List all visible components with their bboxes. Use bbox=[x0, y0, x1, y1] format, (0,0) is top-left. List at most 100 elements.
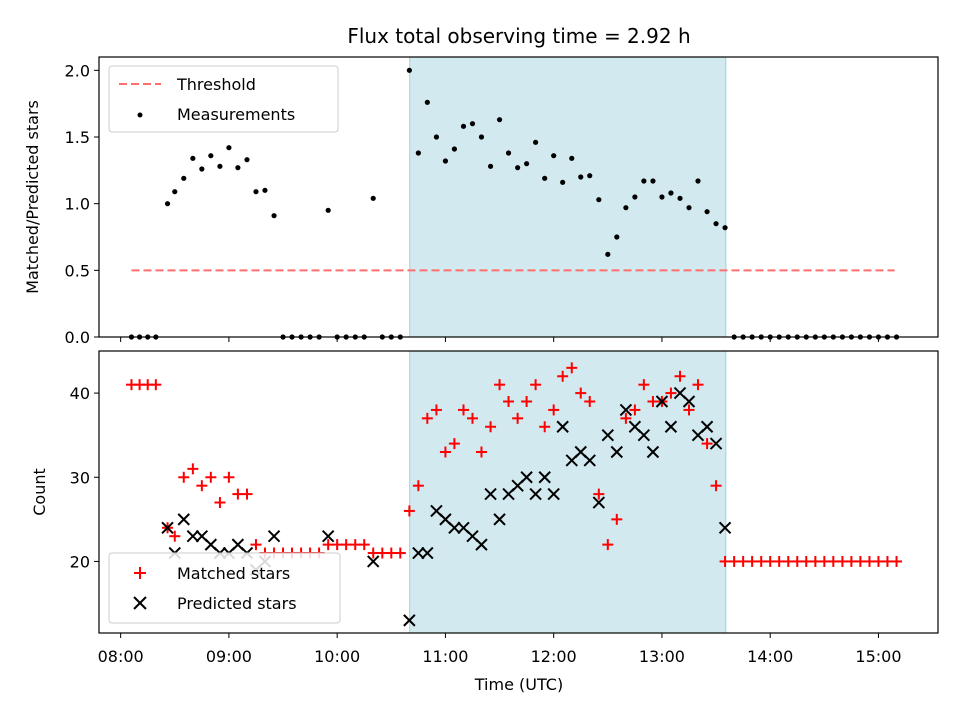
measurement-point bbox=[551, 153, 557, 159]
measurement-point bbox=[542, 175, 548, 181]
bottom-x-tick-label: 09:00 bbox=[206, 647, 252, 666]
matched-star-point bbox=[584, 396, 596, 408]
measurement-point bbox=[515, 165, 521, 171]
measurement-point bbox=[668, 190, 674, 196]
matched-legend-label: Matched stars bbox=[177, 564, 290, 583]
top-panel: 0.00.51.01.52.0 Matched/Predicted stars … bbox=[23, 56, 939, 347]
top-legend-box bbox=[108, 65, 339, 133]
measurement-point bbox=[325, 207, 331, 213]
measurement-point bbox=[469, 121, 476, 127]
top-y-tick-label: 2.0 bbox=[65, 61, 90, 80]
measurement-point bbox=[235, 165, 241, 171]
measurement-point bbox=[199, 166, 205, 172]
measurement-point bbox=[587, 173, 593, 179]
measurement-point bbox=[164, 201, 171, 207]
matched-star-point bbox=[611, 513, 623, 525]
top-x-ticks bbox=[120, 337, 879, 342]
matched-star-point bbox=[223, 471, 235, 483]
matched-star-point bbox=[503, 396, 515, 408]
measurement-point bbox=[370, 195, 376, 201]
matched-star-point bbox=[169, 530, 181, 542]
measurement-point bbox=[415, 150, 421, 156]
measurement-point bbox=[722, 225, 728, 231]
top-shaded-window bbox=[409, 56, 727, 338]
top-y-tick-label: 1.5 bbox=[65, 128, 90, 147]
matched-star-point bbox=[475, 446, 487, 458]
predicted-star-point bbox=[520, 471, 533, 484]
matched-star-point bbox=[548, 404, 560, 416]
matched-star-point bbox=[421, 412, 433, 424]
matched-star-point bbox=[620, 412, 632, 424]
bottom-x-tick-label: 11:00 bbox=[422, 647, 468, 666]
matched-star-point bbox=[674, 370, 686, 382]
bottom-panel: 20 30 40 08:00 09:00 10:00 11:00 12:00 13:00 14:… bbox=[30, 350, 939, 694]
measurement-point bbox=[190, 155, 196, 161]
x-axis-label: Time (UTC) bbox=[474, 675, 563, 694]
predicted-star-point bbox=[556, 420, 569, 433]
bottom-y-tick-label: 40 bbox=[70, 384, 90, 403]
predicted-star-point bbox=[592, 496, 606, 509]
predicted-star-point bbox=[709, 437, 723, 450]
measurement-point bbox=[406, 67, 412, 73]
bottom-shaded-window bbox=[409, 350, 727, 634]
matched-star-point bbox=[665, 387, 677, 399]
predicted-star-point bbox=[538, 471, 551, 484]
predicted-star-point bbox=[367, 555, 380, 568]
bottom-x-tick-label: 12:00 bbox=[531, 647, 577, 666]
measurement-point bbox=[524, 161, 530, 167]
matched-star-point bbox=[250, 539, 262, 551]
predicted-star-point bbox=[718, 521, 732, 534]
top-y-tick-label: 0.0 bbox=[65, 328, 90, 347]
bottom-x-tick-label: 10:00 bbox=[314, 647, 360, 666]
predicted-star-point bbox=[601, 428, 615, 442]
measurement-point bbox=[172, 189, 178, 195]
measurement-point bbox=[424, 99, 430, 105]
predicted-star-point bbox=[177, 513, 190, 526]
predicted-star-point bbox=[403, 614, 416, 627]
measurements-legend-label: Measurements bbox=[177, 105, 295, 124]
measurement-point bbox=[244, 157, 250, 163]
measurement-point bbox=[686, 205, 692, 211]
predicted-star-point bbox=[421, 546, 434, 560]
measurement-point bbox=[632, 194, 638, 200]
matched-star-point bbox=[241, 488, 253, 500]
measurement-point bbox=[181, 175, 187, 181]
bottom-x-tick-label: 13:00 bbox=[639, 647, 685, 666]
matched-star-point bbox=[196, 480, 208, 492]
bottom-x-tick-label: 14:00 bbox=[747, 647, 793, 666]
top-measurement-points bbox=[128, 67, 900, 340]
bottom-y-tick-label: 20 bbox=[70, 552, 90, 571]
measurement-point bbox=[605, 251, 611, 257]
measurement-point bbox=[650, 178, 656, 184]
measurement-point bbox=[623, 205, 629, 211]
measurement-point bbox=[560, 179, 566, 185]
measurement-point bbox=[460, 123, 467, 129]
matched-star-point bbox=[187, 463, 199, 475]
bottom-legend: Matched stars Predicted stars bbox=[108, 552, 341, 624]
chart-title: Flux total observing time = 2.92 h bbox=[347, 24, 690, 48]
predicted-star-point bbox=[412, 546, 425, 560]
measurement-point bbox=[442, 158, 449, 164]
top-legend: Threshold Measurements bbox=[108, 65, 339, 133]
predicted-star-point bbox=[493, 513, 506, 526]
matched-star-point bbox=[494, 379, 506, 391]
bottom-y-tick-label: 30 bbox=[70, 468, 90, 487]
measurement-point bbox=[659, 194, 665, 200]
matched-star-point bbox=[358, 539, 370, 551]
matched-star-point bbox=[593, 488, 605, 500]
predicted-star-point bbox=[186, 529, 200, 543]
matched-star-point bbox=[412, 480, 424, 492]
bottom-plot-frame bbox=[98, 350, 939, 634]
matched-star-point bbox=[205, 471, 217, 483]
predicted-star-point bbox=[267, 529, 281, 543]
predicted-star-point bbox=[655, 395, 669, 408]
bottom-y-axis-label: Count bbox=[30, 468, 49, 516]
top-y-tick-label: 0.5 bbox=[65, 261, 90, 280]
matched-legend-swatch bbox=[134, 567, 146, 579]
matched-star-point bbox=[403, 505, 415, 517]
measurement-point bbox=[496, 117, 503, 123]
predicted-star-point bbox=[484, 487, 497, 501]
predicted-legend-swatch bbox=[133, 596, 147, 610]
matched-stars-points bbox=[125, 362, 903, 567]
